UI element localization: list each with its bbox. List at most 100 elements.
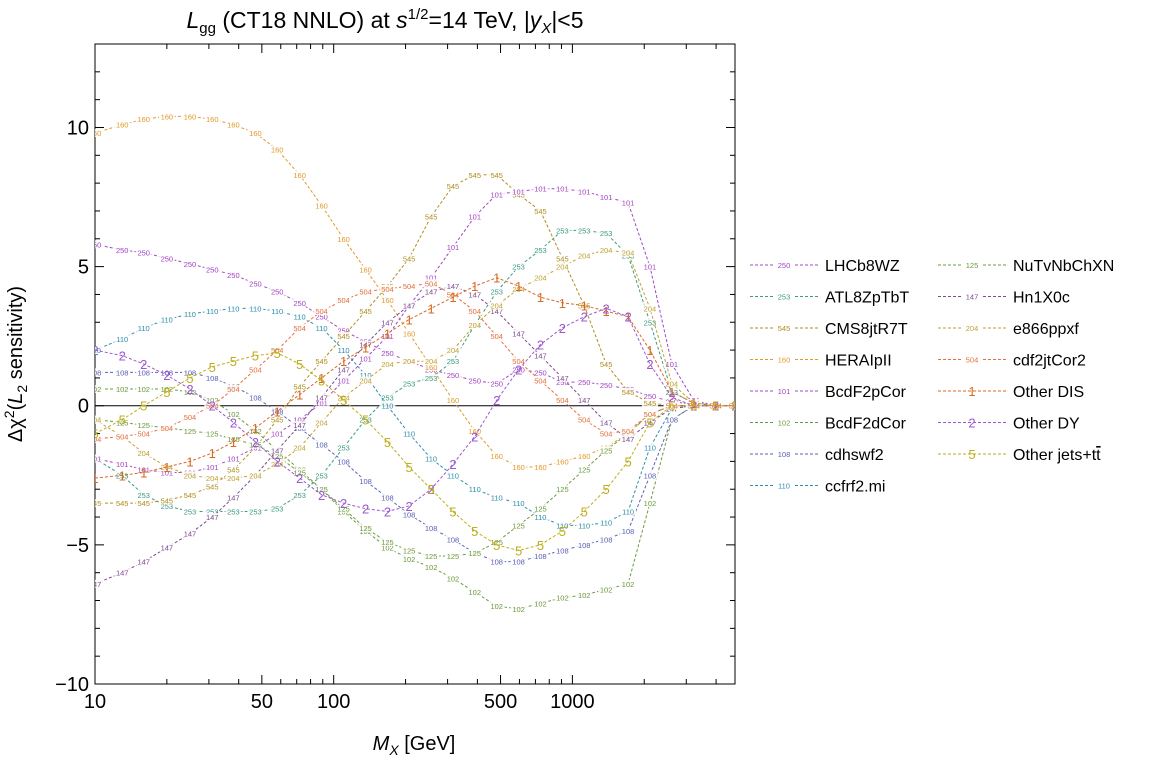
data-point: 102 [425, 563, 438, 572]
marker-bg [204, 373, 221, 382]
marker-bg [663, 415, 680, 424]
marker-bg [225, 493, 242, 502]
data-point: 250 [512, 366, 525, 375]
data-point: 1 [209, 446, 216, 461]
marker-bg [554, 378, 571, 387]
data-point: 545 [578, 302, 591, 311]
marker-bg [114, 418, 131, 427]
data-point: 250 [89, 240, 102, 249]
data-point: 5 [471, 524, 478, 539]
data-point: 101 [447, 243, 460, 252]
data-point: 204 [206, 474, 219, 483]
data-point: 1 [91, 471, 98, 486]
marker-bg [554, 485, 571, 494]
legend-marker: 5 [968, 447, 975, 462]
data-point: 5 [296, 357, 303, 372]
data-point: 2 [515, 363, 522, 378]
marker-bg [158, 496, 175, 505]
data-point: 147 [161, 544, 174, 553]
data-point: 102 [381, 544, 394, 553]
data-point: 253 [381, 393, 394, 402]
data-point: 108 [644, 471, 657, 480]
data-point: 545 [403, 254, 416, 263]
data-point: 125 [227, 435, 240, 444]
data-point: 5 [493, 538, 500, 553]
marker-bg [181, 507, 198, 516]
marker-bg [488, 287, 505, 296]
marker-bg [335, 332, 352, 341]
legend-marker-bg [962, 355, 982, 364]
data-point: 102 [469, 588, 482, 597]
marker-bg [313, 307, 330, 316]
data-point: 101 [666, 360, 679, 369]
marker-bg [335, 376, 352, 385]
data-point: 504 [184, 413, 197, 422]
marker-bg [510, 521, 527, 530]
marker-bg [488, 493, 505, 502]
legend-marker: 545 [778, 324, 791, 333]
data-point: 2 [296, 471, 303, 486]
data-point: 102 [578, 591, 591, 600]
data-point: 1 [230, 435, 237, 450]
marker-bg [641, 499, 658, 508]
data-point: 101 [469, 213, 482, 222]
marker-bg [379, 318, 396, 327]
legend-marker-bg [962, 324, 982, 332]
data-point: 160 [89, 129, 102, 138]
marker-bg [554, 546, 571, 555]
data-point: 250 [184, 260, 197, 269]
data-point: 147 [381, 318, 394, 327]
marker-bg [313, 485, 330, 494]
data-point: 102 [161, 385, 174, 394]
marker-bg [181, 529, 198, 538]
marker-bg [204, 507, 221, 516]
legend-label: BcdF2pCor [825, 384, 907, 401]
data-point: 101 [293, 416, 306, 425]
data-point: 1 [712, 399, 719, 414]
data-point: 2 [646, 357, 653, 372]
marker-bg [401, 301, 418, 310]
marker-bg [510, 557, 527, 566]
data-point: 250 [293, 299, 306, 308]
data-point: 545 [490, 171, 503, 180]
marker-bg [532, 206, 549, 215]
data-point: 504 [359, 288, 372, 297]
marker-bg [510, 262, 527, 271]
marker-bg [532, 245, 549, 254]
data-point: 2 [384, 504, 391, 519]
data-point: 2 [405, 499, 412, 514]
marker-bg [225, 465, 242, 474]
marker-bg [291, 421, 308, 430]
data-point: 204 [184, 471, 197, 480]
data-point: 125 [578, 466, 591, 475]
legend-marker-bg [962, 261, 982, 269]
data-point: 204 [89, 416, 102, 425]
marker-bg [532, 351, 549, 360]
marker-bg [554, 457, 571, 466]
data-point: 253 [644, 318, 657, 327]
marker-bg [247, 426, 264, 435]
data-point: 504 [137, 430, 150, 439]
data-point: 250 [337, 327, 350, 336]
data-point: 110 [556, 521, 568, 530]
data-point: 1 [296, 388, 303, 403]
marker-bg [532, 552, 549, 560]
data-point: 545 [359, 307, 372, 316]
marker-bg [598, 360, 615, 368]
marker-bg [269, 145, 286, 154]
marker-bg [444, 535, 461, 544]
data-point: 108 [381, 494, 394, 503]
data-point: 545 [137, 499, 150, 508]
data-point: 110 [338, 346, 350, 355]
data-point: 545 [622, 388, 635, 397]
data-point: 5 [712, 399, 719, 414]
marker-bg [204, 462, 221, 471]
legend-marker: 160 [778, 356, 791, 365]
data-point: 1 [515, 279, 522, 294]
marker-bg [554, 254, 571, 263]
data-point: 250 [644, 392, 657, 401]
marker-bg [598, 193, 615, 202]
